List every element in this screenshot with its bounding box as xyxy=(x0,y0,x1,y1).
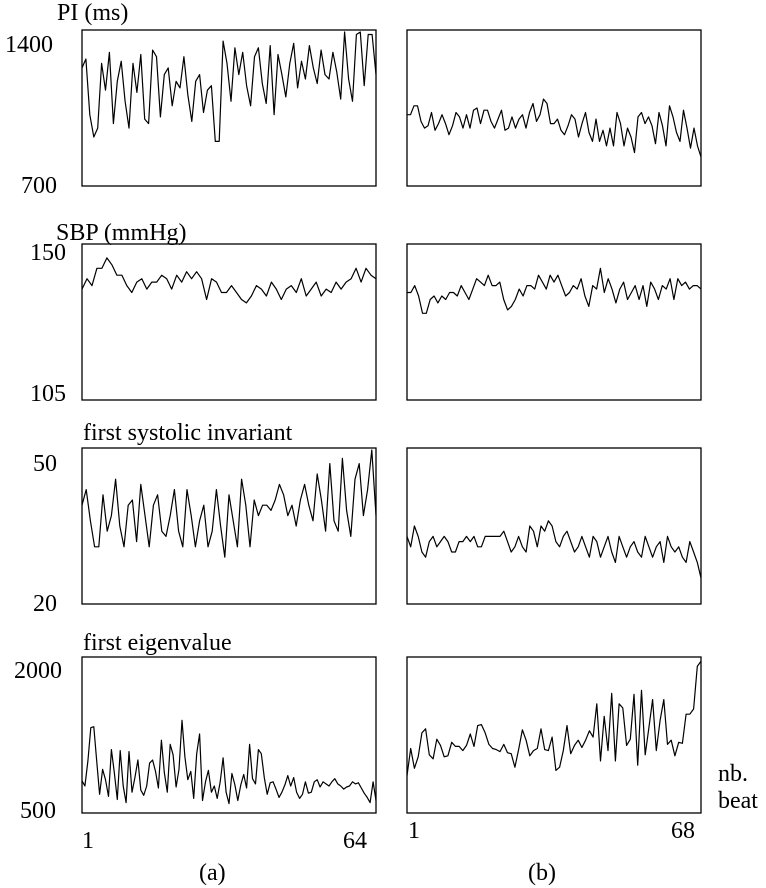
invariant-b-frame xyxy=(406,447,702,605)
sbp-a-series-line xyxy=(81,257,377,304)
invariant-title: first systolic invariant xyxy=(83,420,293,446)
sbp-a-frame xyxy=(81,243,377,401)
pi-b-frame xyxy=(406,29,702,187)
sbp-b-series-line xyxy=(407,267,702,314)
eigenvalue-a-frame xyxy=(81,656,377,814)
invariant-b-series-line xyxy=(406,520,702,579)
pi-a-series-line xyxy=(81,31,377,142)
x-end-label-a: 64 xyxy=(343,828,367,854)
pi-a-plot xyxy=(81,31,377,142)
panel-label-b: (b) xyxy=(528,860,556,886)
invariant-a-frame xyxy=(81,447,377,605)
x-start-label-a: 1 xyxy=(82,828,94,854)
pi-ytick-min: 700 xyxy=(21,173,57,199)
invariant-b-plot xyxy=(406,520,702,579)
invariant-a-series-line xyxy=(81,449,377,558)
eigenvalue-title: first eigenvalue xyxy=(83,630,232,656)
invariant-ytick-min: 20 xyxy=(33,591,57,617)
sbp-ytick-max: 150 xyxy=(30,240,66,266)
eigenvalue-b-plot xyxy=(406,660,702,776)
sbp-title: SBP (mmHg) xyxy=(56,220,186,246)
sbp-b-frame xyxy=(406,243,702,401)
pi-b-series-line xyxy=(407,98,702,158)
pi-b-plot xyxy=(407,98,702,158)
pi-title: PI (ms) xyxy=(57,0,128,26)
sbp-b-plot xyxy=(407,267,702,314)
panel-label-a: (a) xyxy=(199,860,226,886)
sbp-ytick-min: 105 xyxy=(30,381,66,407)
x-unit-label-line2: beat xyxy=(718,788,758,814)
pi-a-frame xyxy=(81,29,377,187)
eigenvalue-ytick-min: 500 xyxy=(20,798,56,824)
x-end-label-b: 68 xyxy=(671,818,695,844)
sbp-a-plot xyxy=(81,257,377,304)
eigenvalue-a-series-line xyxy=(81,719,377,805)
eigenvalue-b-frame xyxy=(406,656,702,814)
invariant-ytick-max: 50 xyxy=(33,451,57,477)
x-unit-label-line1: nb. xyxy=(718,761,748,787)
eigenvalue-ytick-max: 2000 xyxy=(14,658,62,684)
invariant-a-plot xyxy=(81,449,377,558)
x-start-label-b: 1 xyxy=(408,818,420,844)
eigenvalue-b-series-line xyxy=(406,660,702,776)
eigenvalue-a-plot xyxy=(81,719,377,805)
pi-ytick-max: 1400 xyxy=(5,32,53,58)
